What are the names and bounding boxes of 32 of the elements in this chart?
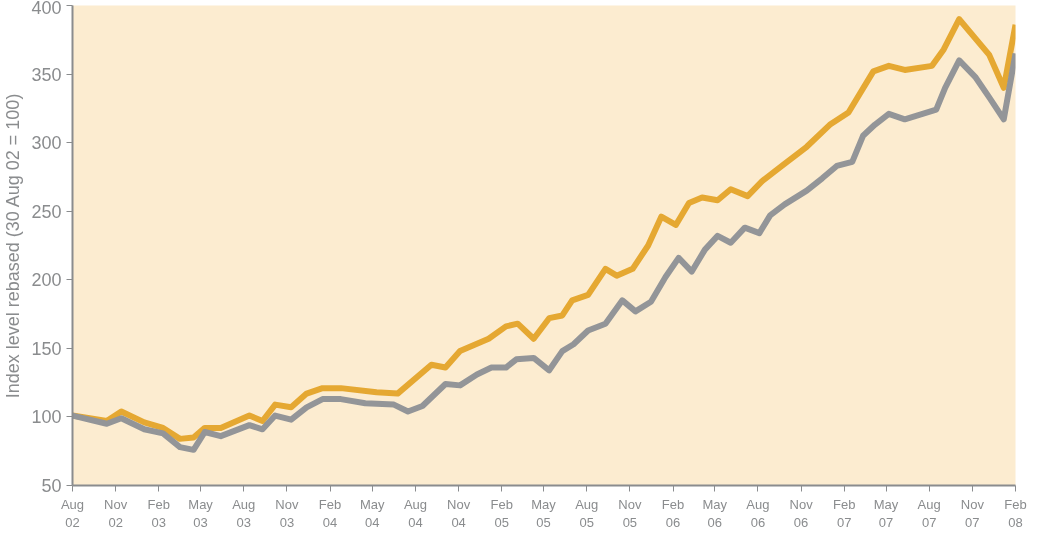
x-tick-label: Aug 06 xyxy=(746,496,770,530)
y-tick-label: 100 xyxy=(31,407,62,428)
x-tick-label: Feb 05 xyxy=(490,496,513,530)
x-tick-label: Aug 04 xyxy=(403,496,428,530)
y-tick-label: 200 xyxy=(31,270,62,291)
x-tick-label: Nov 02 xyxy=(104,496,128,530)
x-tick-label: Feb 04 xyxy=(318,496,342,530)
x-tick-label: Aug 05 xyxy=(575,496,599,530)
x-tick-label: Aug 02 xyxy=(60,496,85,530)
x-tick-label: Feb 07 xyxy=(833,496,856,530)
y-tick-label: 300 xyxy=(31,133,62,154)
y-tick-label: 50 xyxy=(41,476,62,496)
y-tick-label: 350 xyxy=(31,64,62,85)
x-tick-label: Nov 04 xyxy=(447,496,471,530)
x-tick-label: May 06 xyxy=(702,496,728,530)
x-tick-label: Feb 03 xyxy=(147,496,171,530)
x-tick-label: Aug 07 xyxy=(917,496,941,530)
y-axis-title: Index level rebased (30 Aug 02 = 100) xyxy=(3,93,24,399)
y-tick-label: 400 xyxy=(31,0,62,18)
x-tick-label: Nov 03 xyxy=(275,496,299,530)
x-tick-label: May 05 xyxy=(531,496,557,530)
x-tick-label: Nov 06 xyxy=(789,496,814,530)
x-tick-label: Feb 08 xyxy=(1004,496,1027,530)
x-tick-label: May 03 xyxy=(188,496,214,530)
y-tick-label: 150 xyxy=(31,338,62,359)
x-tick-label: Nov 05 xyxy=(618,496,642,530)
x-tick-label: May 07 xyxy=(873,496,899,530)
x-tick-label: Feb 06 xyxy=(661,496,685,530)
x-tick-label: Nov 07 xyxy=(960,496,985,530)
y-tick-label: 250 xyxy=(31,201,62,222)
x-tick-label: Aug 03 xyxy=(232,496,256,530)
x-tick-label: May 04 xyxy=(360,496,386,530)
